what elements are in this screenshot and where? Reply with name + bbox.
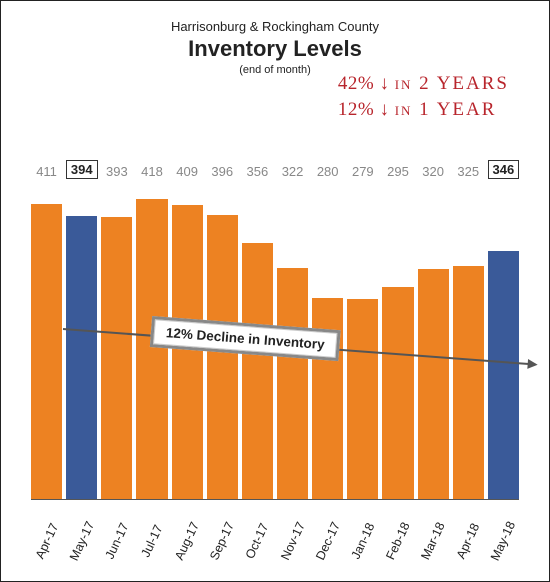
handwritten-line-1: 42% ↓ in 2 YEARS [338,71,509,97]
chart-frame: Harrisonburg & Rockingham County Invento… [0,0,550,582]
bar [418,269,449,499]
bar [207,215,238,499]
x-axis-label: Nov-17 [277,506,308,566]
x-axis-labels: Apr-17May-17Jun-17Jul-17Aug-17Sep-17Oct-… [31,500,519,566]
x-axis-label: Jul-17 [136,506,167,566]
bar-wrap: 346 [488,183,519,499]
x-axis-label: Sep-17 [207,506,238,566]
bar-wrap: 394 [66,183,97,499]
handwritten-annotation: 42% ↓ in 2 YEARS 12% ↓ in 1 YEAR [338,71,509,122]
bar-wrap: 325 [453,183,484,499]
bar [172,205,203,499]
x-axis-label: Jan-18 [347,506,378,566]
bar-value-label: 280 [317,164,339,179]
x-axis-label: Feb-18 [382,506,413,566]
bar-value-label: 322 [282,164,304,179]
bar [101,217,132,499]
bar [382,287,413,499]
bar-wrap: 279 [347,183,378,499]
x-axis-label: Aug-17 [172,506,203,566]
handwritten-text-2: in 1 YEAR [395,99,497,120]
bar-value-label: 346 [488,160,520,179]
bar-value-label: 356 [247,164,269,179]
handwritten-text-1: in 2 YEARS [395,73,509,94]
chart-title: Inventory Levels [31,36,519,62]
chart-supertitle: Harrisonburg & Rockingham County [31,19,519,34]
bar-value-label: 320 [422,164,444,179]
bar [242,243,273,499]
x-axis-label: Dec-17 [312,506,343,566]
x-axis: Apr-17May-17Jun-17Jul-17Aug-17Sep-17Oct-… [31,499,519,581]
x-axis-label: Jun-17 [101,506,132,566]
bar [347,299,378,499]
bar [488,251,519,499]
bar-value-label: 325 [457,164,479,179]
bar-value-label: 393 [106,164,128,179]
handwritten-pct-1: 42% [338,73,374,94]
chart-header: Harrisonburg & Rockingham County Invento… [31,19,519,76]
bar [453,266,484,499]
x-axis-label: Oct-17 [242,506,273,566]
x-axis-label: May-18 [488,506,519,566]
bar-value-label: 418 [141,164,163,179]
bar [31,204,62,499]
bar [66,216,97,499]
bar-wrap: 411 [31,183,62,499]
bar-wrap: 320 [418,183,449,499]
bar-value-label: 411 [36,164,57,179]
handwritten-line-2: 12% ↓ in 1 YEAR [338,97,509,123]
x-axis-label: Apr-18 [453,506,484,566]
bar-value-label: 295 [387,164,409,179]
x-axis-label: Apr-17 [31,506,62,566]
bar [136,199,167,499]
down-arrow-icon: ↓ [379,99,389,120]
down-arrow-icon: ↓ [379,73,389,94]
bar [277,268,308,499]
bar-value-label: 409 [176,164,198,179]
bar-value-label: 394 [66,160,98,179]
handwritten-pct-2: 12% [338,99,374,120]
bar-value-label: 396 [211,164,233,179]
x-axis-label: May-17 [66,506,97,566]
x-axis-label: Mar-18 [418,506,449,566]
bar-wrap: 295 [382,183,413,499]
bar-value-label: 279 [352,164,374,179]
bar-wrap: 393 [101,183,132,499]
